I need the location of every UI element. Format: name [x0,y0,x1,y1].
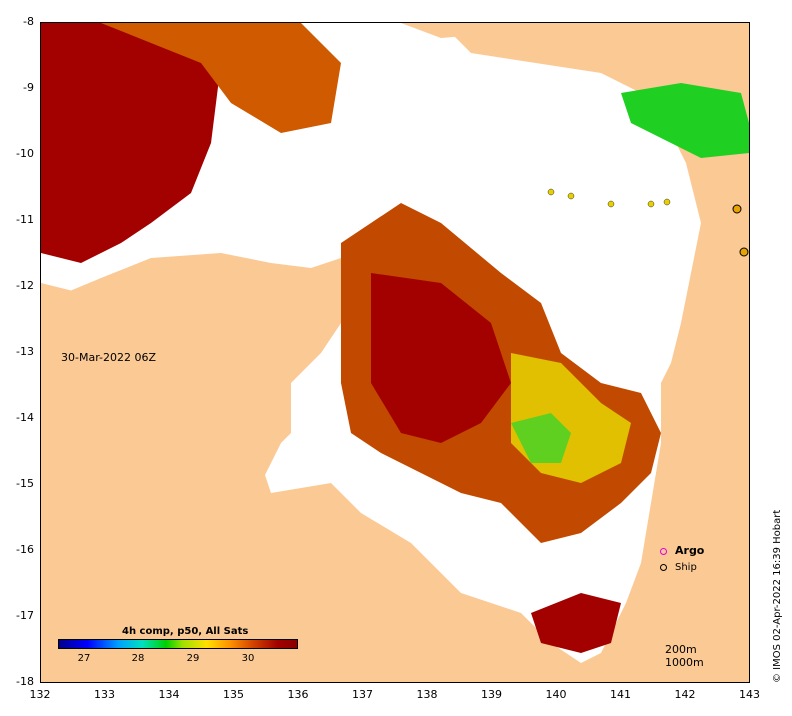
y-tick-label: -10 [16,147,34,160]
y-tick-label: -9 [23,81,34,94]
ship-marker-icon [660,563,667,571]
sst-south [531,593,621,653]
y-tick-label: -11 [16,213,34,226]
legend-ship: Ship [660,562,697,573]
ship-marker [607,200,615,208]
y-tick-label: -15 [16,477,34,490]
depth-label: 200m [665,643,697,656]
sst-map-canvas [41,23,749,682]
x-tick-label: 136 [287,688,309,701]
land-new-guinea [401,23,749,103]
x-tick-label: 138 [416,688,438,701]
colorbar-tick: 27 [77,653,91,664]
colorbar-tick: 28 [131,653,145,664]
colorbar-tick: 30 [241,653,255,664]
x-tick-label: 142 [674,688,696,701]
y-tick-label: -17 [16,609,34,622]
ship-marker [647,200,655,208]
ship-marker [739,247,749,257]
sst-gulf-warm [371,273,511,443]
date-label: 30-Mar-2022 06Z [61,351,157,364]
sst-warm-north [101,23,341,133]
x-tick-label: 141 [610,688,631,701]
ship-marker [567,192,575,200]
ship-marker [732,204,742,214]
y-tick-label: -8 [23,15,34,28]
y-tick-label: -18 [16,675,34,688]
colorbar [58,639,298,649]
sst-gulf-green [511,413,571,463]
y-tick-label: -16 [16,543,34,556]
x-tick-label: 133 [94,688,115,701]
depth-label: 1000m [665,656,704,669]
x-tick-label: 137 [352,688,373,701]
legend-argo-label: Argo [675,544,705,557]
x-tick-label: 134 [158,688,180,701]
land-cape-york [631,163,749,682]
y-tick-label: -14 [16,411,34,424]
argo-marker-icon [660,547,667,555]
ship-marker [547,188,555,196]
y-tick-label: -13 [16,345,34,358]
x-tick-label: 143 [739,688,760,701]
x-tick-label: 140 [545,688,567,701]
sst-map [40,22,750,683]
x-tick-label: 132 [29,688,51,701]
y-tick-label: -12 [16,279,34,292]
x-tick-label: 135 [223,688,244,701]
x-tick-label: 139 [481,688,502,701]
sst-northeast-green [621,83,749,158]
ship-marker [663,198,671,206]
legend-ship-label: Ship [675,562,697,573]
land-arnhem [41,253,631,682]
colorbar-title: 4h comp, p50, All Sats [122,626,249,637]
credit: © IMOS 02-Apr-2022 16:39 Hobart [770,400,784,700]
credit-text: © IMOS 02-Apr-2022 16:39 Hobart [772,509,783,683]
sst-hot-west [41,23,221,263]
legend-argo: Argo [660,544,704,557]
colorbar-tick: 29 [186,653,200,664]
